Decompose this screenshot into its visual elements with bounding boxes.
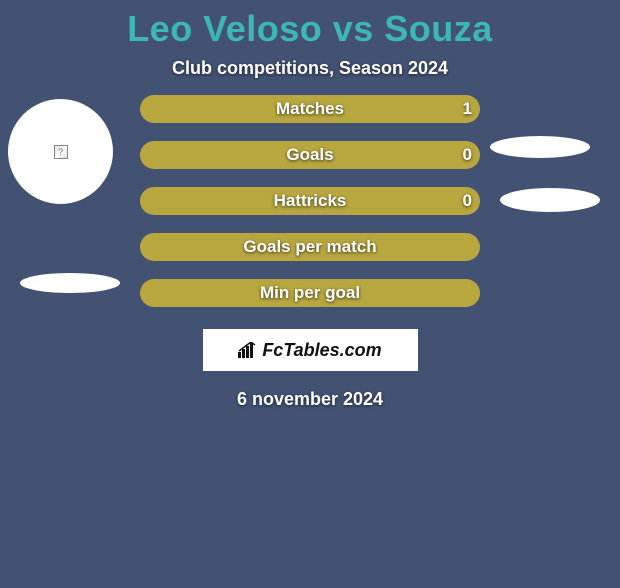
avatar-shadow bbox=[500, 188, 600, 212]
stat-row: Min per goal bbox=[140, 279, 480, 307]
logo-text: FcTables.com bbox=[262, 340, 381, 361]
stat-row: Hattricks0 bbox=[140, 187, 480, 215]
chart-icon bbox=[238, 342, 258, 358]
page-title: Leo Veloso vs Souza bbox=[0, 8, 620, 50]
date-label: 6 november 2024 bbox=[0, 389, 620, 410]
avatar-shadow bbox=[490, 136, 590, 158]
stat-label: Matches bbox=[140, 95, 480, 123]
subtitle: Club competitions, Season 2024 bbox=[0, 58, 620, 79]
player-avatar-left: ? bbox=[8, 99, 113, 204]
fctables-logo: FcTables.com bbox=[203, 329, 418, 371]
stat-bars: Matches1Goals0Hattricks0Goals per matchM… bbox=[140, 95, 480, 307]
stat-label: Goals bbox=[140, 141, 480, 169]
stat-label: Min per goal bbox=[140, 279, 480, 307]
missing-image-icon: ? bbox=[54, 145, 68, 159]
stat-label: Hattricks bbox=[140, 187, 480, 215]
stat-label: Goals per match bbox=[140, 233, 480, 261]
stat-row: Goals0 bbox=[140, 141, 480, 169]
stat-row: Goals per match bbox=[140, 233, 480, 261]
stat-value: 0 bbox=[463, 141, 472, 169]
avatar-shadow bbox=[20, 273, 120, 293]
stat-value: 1 bbox=[463, 95, 472, 123]
stat-value: 0 bbox=[463, 187, 472, 215]
stat-row: Matches1 bbox=[140, 95, 480, 123]
